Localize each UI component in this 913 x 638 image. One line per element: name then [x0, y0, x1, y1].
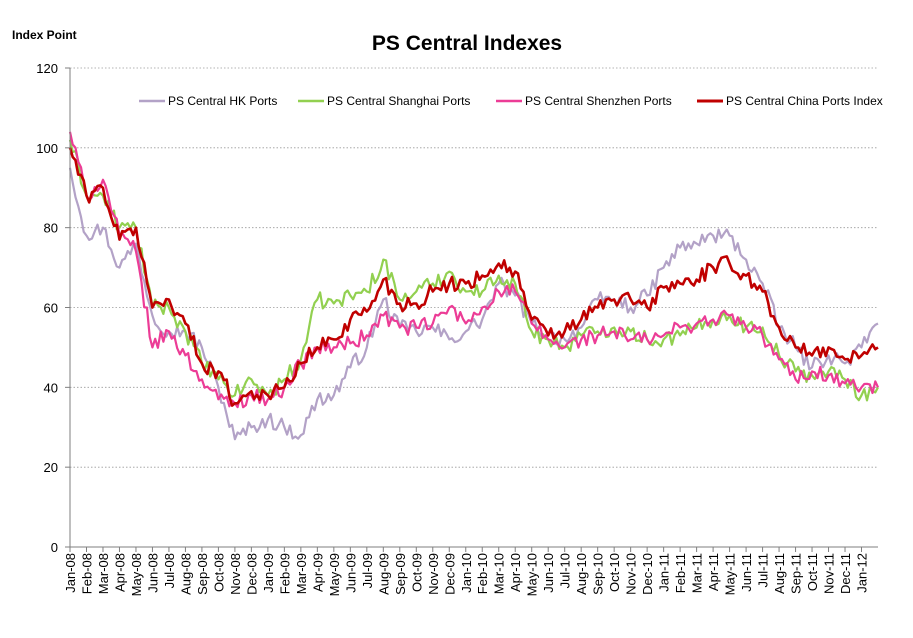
- x-tick-label: Sep-10: [591, 553, 606, 595]
- x-tick-label: Jul-08: [162, 553, 177, 588]
- x-tick-label: Nov-08: [228, 553, 243, 595]
- legend: PS Central HK Ports PS Central Shanghai P…: [139, 94, 883, 108]
- x-tick-label: Dec-08: [244, 553, 259, 595]
- legend-label-3: PS Central Shenzhen Ports: [525, 94, 672, 108]
- x-tick-label: Jan-11: [657, 553, 672, 592]
- y-tick-label: 0: [51, 540, 58, 555]
- x-tick-label: Apr-11: [706, 553, 721, 591]
- y-tick-label: 60: [44, 301, 58, 316]
- x-tick-label: Dec-10: [640, 553, 655, 595]
- x-tick-label: Nov-10: [624, 553, 639, 595]
- x-tick-label: Dec-11: [838, 553, 853, 594]
- x-tick-label: May-08: [129, 553, 144, 596]
- x-tick-label: Mar-11: [690, 553, 705, 593]
- x-tick-label: Jul-09: [360, 553, 375, 588]
- x-tick-label: Jul-10: [558, 553, 573, 588]
- y-axis-label: Index Point: [12, 28, 77, 42]
- x-tick-label: May-10: [525, 553, 540, 596]
- x-tick-label: Apr-08: [112, 553, 127, 592]
- x-tick-label: May-11: [723, 553, 738, 595]
- x-tick-label: Oct-08: [211, 553, 226, 592]
- x-tick-label: Apr-09: [310, 553, 325, 592]
- x-tick-label: Dec-09: [442, 553, 457, 595]
- y-tick-label: 120: [36, 61, 58, 76]
- x-tick-label: Mar-10: [492, 553, 507, 594]
- x-tick-label: Nov-09: [426, 553, 441, 595]
- y-tick-label: 20: [44, 460, 58, 475]
- x-tick-label: Apr-10: [508, 553, 523, 592]
- x-tick-label: Jan-10: [459, 553, 474, 593]
- y-tick-label: 100: [36, 141, 58, 156]
- x-tick-label: Nov-11: [822, 553, 837, 594]
- gridlines: [70, 67, 878, 468]
- x-tick-label: Aug-08: [178, 553, 193, 595]
- x-tick-label: Jul-11: [756, 553, 771, 587]
- legend-label-1: PS Central HK Ports: [168, 94, 277, 108]
- x-tick-label: Aug-10: [574, 553, 589, 595]
- series-line-2: [68, 139, 879, 402]
- x-tick-label: May-09: [327, 553, 342, 596]
- x-tick-label: Aug-09: [376, 553, 391, 595]
- y-tick-label: 40: [44, 380, 58, 395]
- y-axis-ticks: 0 20 40 60 80 100 120: [36, 61, 70, 555]
- x-tick-label: Feb-08: [79, 553, 94, 594]
- x-tick-label: Oct-11: [805, 553, 820, 591]
- x-tick-label: Aug-11: [772, 553, 787, 594]
- x-tick-label: Sep-11: [789, 553, 804, 594]
- x-tick-label: Oct-09: [409, 553, 424, 592]
- x-tick-label: Jan-12: [855, 553, 870, 593]
- x-tick-label: Jun-09: [343, 553, 358, 593]
- x-tick-label: Jan-09: [261, 553, 276, 593]
- chart-title: PS Central Indexes: [372, 32, 562, 55]
- x-tick-label: Sep-09: [393, 553, 408, 595]
- series-line-3: [68, 131, 880, 409]
- x-tick-label: Jun-08: [145, 553, 160, 593]
- x-tick-label: Sep-08: [195, 553, 210, 595]
- x-axis-ticks: Jan-08 Feb-08 Mar-08 Apr-08 May-08 Jun-08 Jul-…: [63, 547, 870, 596]
- x-tick-label: Oct-10: [607, 553, 622, 592]
- legend-label-2: PS Central Shanghai Ports: [327, 94, 470, 108]
- x-tick-label: Jun-10: [541, 553, 556, 593]
- y-tick-label: 80: [44, 221, 58, 236]
- x-tick-label: Mar-08: [96, 553, 111, 594]
- series-line-1: [68, 167, 879, 441]
- x-tick-label: Feb-10: [475, 553, 490, 594]
- series-line-4: [68, 147, 879, 407]
- x-tick-label: Feb-11: [673, 553, 688, 593]
- x-tick-label: Mar-09: [294, 553, 309, 594]
- x-tick-label: Jun-11: [739, 553, 754, 592]
- legend-label-4: PS Central China Ports Index: [726, 94, 883, 108]
- x-tick-label: Feb-09: [277, 553, 292, 594]
- x-tick-label: Jan-08: [63, 553, 78, 593]
- series-lines: [68, 131, 880, 441]
